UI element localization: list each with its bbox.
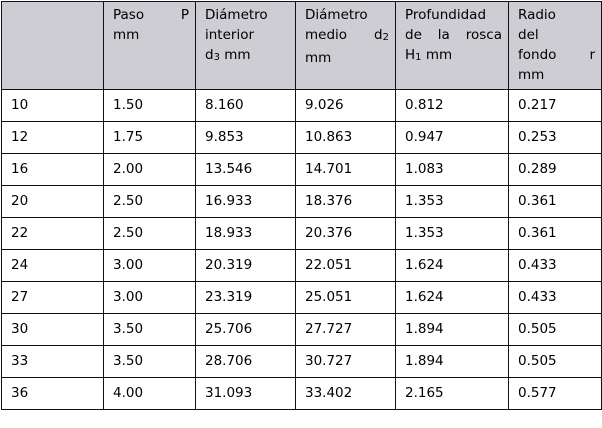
cell-root-radius: 0.361 <box>508 185 602 218</box>
table-row: 27 3.00 23.319 25.051 1.624 0.433 <box>1 281 602 314</box>
table-row: 30 3.50 25.706 27.727 1.894 0.505 <box>1 313 602 346</box>
cell-root-radius: 0.361 <box>508 217 602 250</box>
cell-mean-diameter: 9.026 <box>295 89 396 122</box>
cell-mean-diameter: 10.863 <box>295 121 396 154</box>
cell-inner-diameter: 31.093 <box>195 377 296 410</box>
header-line: d3 mm <box>205 47 251 63</box>
cell-inner-diameter: 8.160 <box>195 89 296 122</box>
cell-mean-diameter: 22.051 <box>295 249 396 282</box>
cell-diameter: 16 <box>1 153 104 186</box>
header-line: de la rosca <box>405 27 502 43</box>
header-cell-thread-depth: Profundidad de la rosca H1 mm <box>395 1 509 90</box>
cell-root-radius: 0.577 <box>508 377 602 410</box>
cell-diameter: 36 <box>1 377 104 410</box>
cell-root-radius: 0.253 <box>508 121 602 154</box>
thread-dimensions-table: Paso P mm Diámetro interior d3 mm Diámet… <box>1 1 602 410</box>
table-row: 10 1.50 8.160 9.026 0.812 0.217 <box>1 89 602 122</box>
header-cell-inner-diameter: Diámetro interior d3 mm <box>195 1 296 90</box>
cell-root-radius: 0.433 <box>508 249 602 282</box>
header-line: Profundidad <box>405 7 487 23</box>
table-row: 22 2.50 18.933 20.376 1.353 0.361 <box>1 217 602 250</box>
cell-diameter: 24 <box>1 249 104 282</box>
header-line: mm <box>113 27 140 43</box>
cell-diameter: 22 <box>1 217 104 250</box>
cell-inner-diameter: 25.706 <box>195 313 296 346</box>
cell-root-radius: 0.289 <box>508 153 602 186</box>
cell-pitch: 3.00 <box>103 281 196 314</box>
table-row: 16 2.00 13.546 14.701 1.083 0.289 <box>1 153 602 186</box>
cell-diameter: 10 <box>1 89 104 122</box>
table-row: 33 3.50 28.706 30.727 1.894 0.505 <box>1 345 602 378</box>
header-cell-mean-diameter: Diámetro medio d2 mm <box>295 1 396 90</box>
header-line: mm <box>518 67 545 83</box>
header-line: Paso P <box>113 7 189 23</box>
cell-diameter: 12 <box>1 121 104 154</box>
cell-pitch: 4.00 <box>103 377 196 410</box>
cell-pitch: 1.75 <box>103 121 196 154</box>
table-row: 20 2.50 16.933 18.376 1.353 0.361 <box>1 185 602 218</box>
cell-root-radius: 0.433 <box>508 281 602 314</box>
cell-pitch: 1.50 <box>103 89 196 122</box>
cell-inner-diameter: 20.319 <box>195 249 296 282</box>
cell-thread-depth: 1.353 <box>395 185 509 218</box>
cell-mean-diameter: 20.376 <box>295 217 396 250</box>
cell-pitch: 3.50 <box>103 345 196 378</box>
cell-inner-diameter: 13.546 <box>195 153 296 186</box>
cell-inner-diameter: 9.853 <box>195 121 296 154</box>
header-line: medio d2 <box>305 27 389 43</box>
table-row: 12 1.75 9.853 10.863 0.947 0.253 <box>1 121 602 154</box>
cell-thread-depth: 0.812 <box>395 89 509 122</box>
header-cell-diameter <box>1 1 104 90</box>
header-cell-pitch: Paso P mm <box>103 1 196 90</box>
header-line: fondo r <box>518 47 595 63</box>
cell-pitch: 3.50 <box>103 313 196 346</box>
cell-root-radius: 0.505 <box>508 313 602 346</box>
cell-pitch: 2.00 <box>103 153 196 186</box>
cell-thread-depth: 1.894 <box>395 313 509 346</box>
header-line: interior <box>205 27 255 43</box>
cell-inner-diameter: 16.933 <box>195 185 296 218</box>
header-line: Radio <box>518 7 556 23</box>
cell-mean-diameter: 14.701 <box>295 153 396 186</box>
cell-diameter: 27 <box>1 281 104 314</box>
cell-diameter: 20 <box>1 185 104 218</box>
cell-mean-diameter: 33.402 <box>295 377 396 410</box>
cell-inner-diameter: 18.933 <box>195 217 296 250</box>
cell-mean-diameter: 30.727 <box>295 345 396 378</box>
header-row: Paso P mm Diámetro interior d3 mm Diámet… <box>1 1 602 90</box>
header-line: H1 mm <box>405 47 453 63</box>
cell-thread-depth: 1.624 <box>395 249 509 282</box>
cell-thread-depth: 2.165 <box>395 377 509 410</box>
cell-thread-depth: 1.894 <box>395 345 509 378</box>
table-body: 10 1.50 8.160 9.026 0.812 0.217 12 1.75 9.853 10.… <box>1 89 602 410</box>
cell-root-radius: 0.505 <box>508 345 602 378</box>
cell-thread-depth: 1.353 <box>395 217 509 250</box>
header-line: mm <box>305 50 332 66</box>
cell-mean-diameter: 18.376 <box>295 185 396 218</box>
header-line: del <box>518 27 539 43</box>
cell-pitch: 3.00 <box>103 249 196 282</box>
header-cell-root-radius: Radio del fondo r mm <box>508 1 602 90</box>
table-header: Paso P mm Diámetro interior d3 mm Diámet… <box>1 1 602 90</box>
cell-thread-depth: 1.083 <box>395 153 509 186</box>
cell-thread-depth: 0.947 <box>395 121 509 154</box>
header-line: Diámetro <box>305 7 368 23</box>
cell-pitch: 2.50 <box>103 217 196 250</box>
table-row: 36 4.00 31.093 33.402 2.165 0.577 <box>1 377 602 410</box>
cell-diameter: 30 <box>1 313 104 346</box>
cell-root-radius: 0.217 <box>508 89 602 122</box>
header-line: Diámetro <box>205 7 268 23</box>
cell-diameter: 33 <box>1 345 104 378</box>
table-row: 24 3.00 20.319 22.051 1.624 0.433 <box>1 249 602 282</box>
cell-mean-diameter: 25.051 <box>295 281 396 314</box>
cell-mean-diameter: 27.727 <box>295 313 396 346</box>
cell-thread-depth: 1.624 <box>395 281 509 314</box>
cell-pitch: 2.50 <box>103 185 196 218</box>
cell-inner-diameter: 28.706 <box>195 345 296 378</box>
cell-inner-diameter: 23.319 <box>195 281 296 314</box>
